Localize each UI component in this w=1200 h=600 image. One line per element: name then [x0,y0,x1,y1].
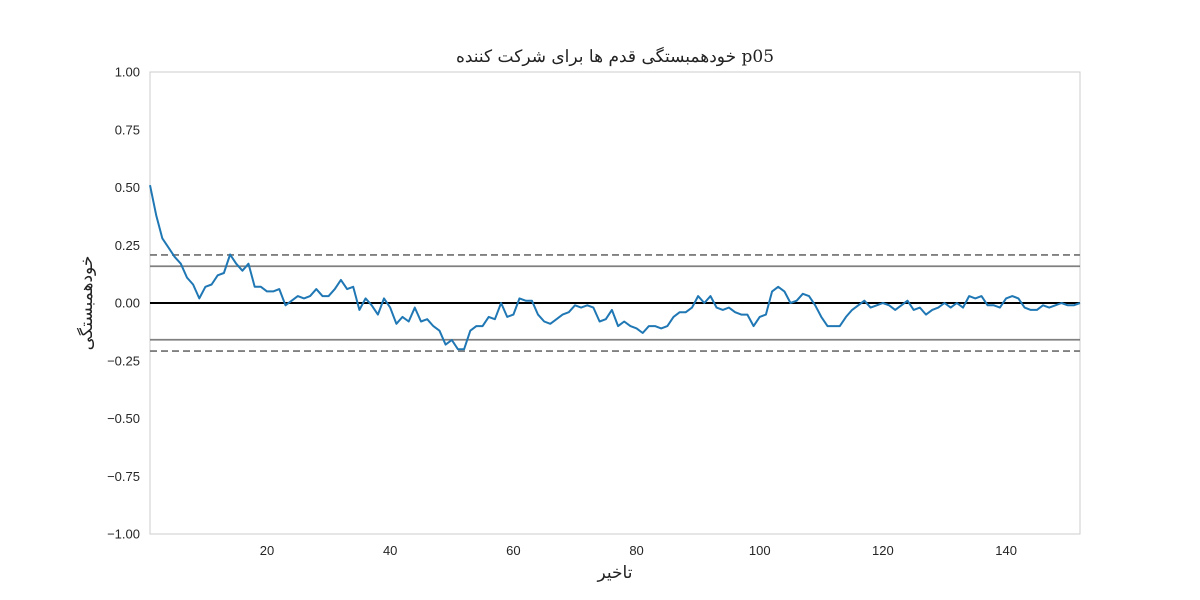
y-tick-label: −0.25 [107,353,140,368]
x-tick-label: 140 [995,543,1017,558]
x-tick-label: 60 [506,543,520,558]
x-tick-label: 40 [383,543,397,558]
y-tick-label: −1.00 [107,527,140,542]
x-tick-label: 120 [872,543,894,558]
x-tick-label: 100 [749,543,771,558]
x-tick-label: 80 [629,543,643,558]
y-axis-ticks: 1.00 0.75 0.50 0.25 0.00 −0.25 −0.50 −0.75 −1.00 [107,65,140,542]
y-tick-label: −0.50 [107,411,140,426]
x-axis-label: تاخیر [597,563,633,583]
y-tick-label: 0.75 [115,122,140,137]
y-axis-label: خودهمبستگی [76,256,97,351]
y-tick-label: 0.25 [115,238,140,253]
x-tick-label: 20 [260,543,274,558]
y-tick-label: 1.00 [115,65,140,80]
series-layer [149,184,1081,351]
reference-lines [150,254,1080,352]
chart-title: خودهمبستگی قدم ها برای شرکت کننده p05 [456,46,774,67]
y-tick-label: 0.50 [115,180,140,195]
x-axis-ticks: 20 40 60 80 100 120 140 [260,543,1017,558]
series-line-0 [149,184,1081,351]
y-tick-label: −0.75 [107,469,140,484]
y-tick-label: 0.00 [115,296,140,311]
